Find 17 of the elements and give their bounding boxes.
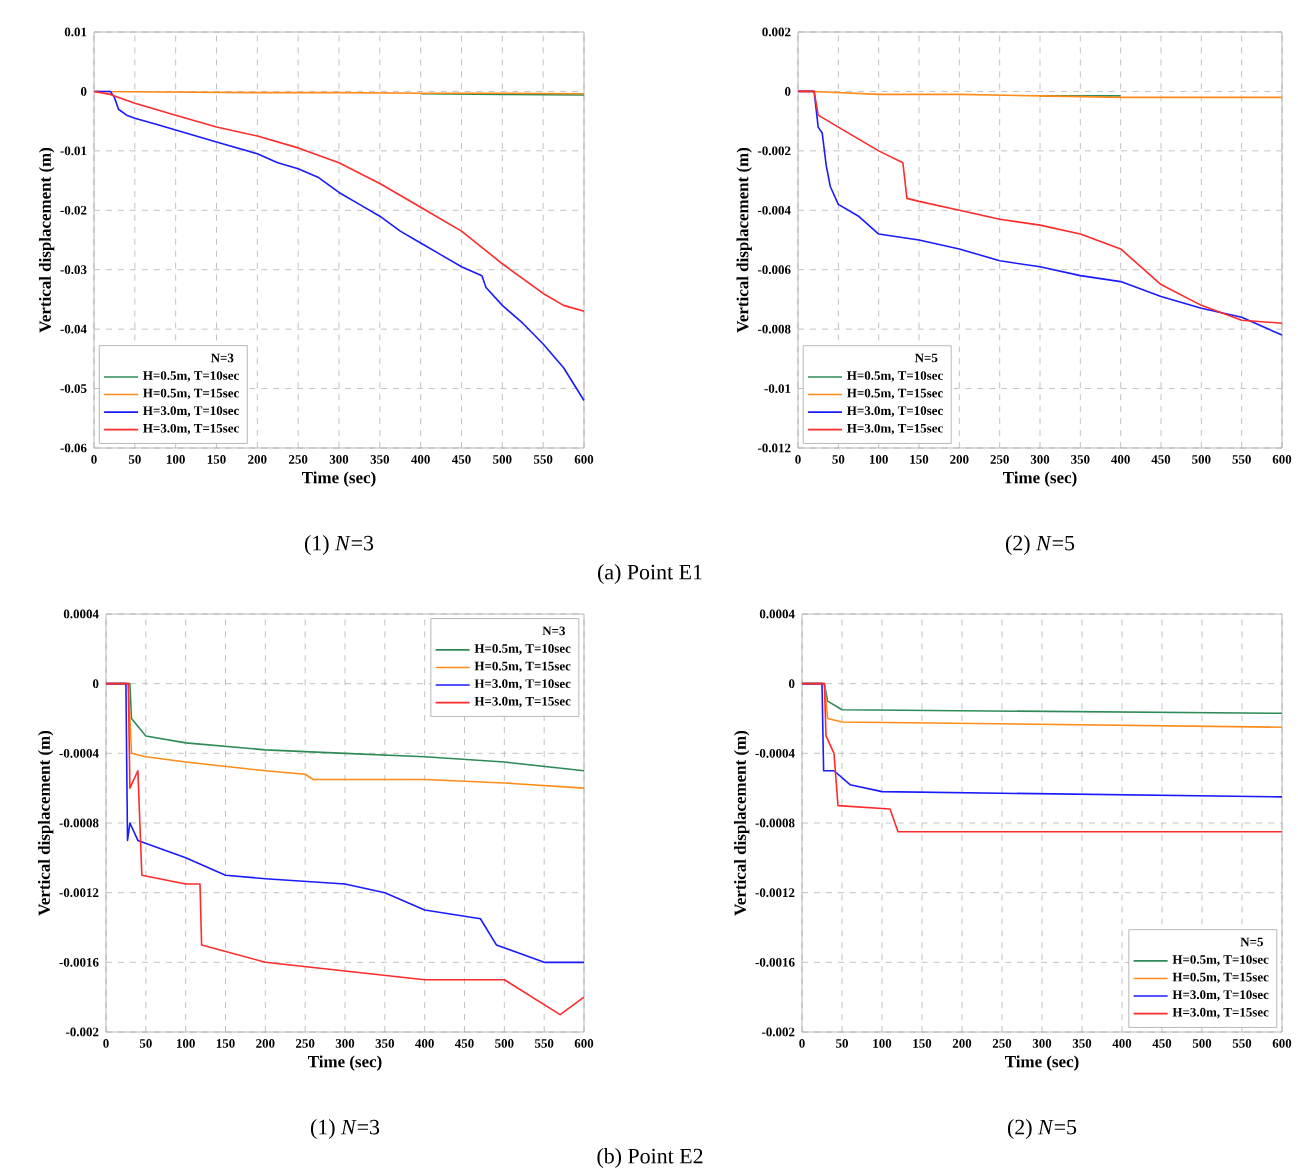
y-axis-title: Vertical displacement (m) (37, 730, 54, 916)
line-series (105, 682, 585, 1016)
line-series (93, 90, 585, 313)
line-series (801, 682, 1283, 833)
text: (1) N=3 (304, 535, 374, 555)
x-axis-title: Time (sec) (1005, 1055, 1079, 1071)
text: (2) N=5 (1007, 1119, 1077, 1139)
text: (a) Point E1 (598, 564, 702, 584)
x-axis-title: Time (sec) (1003, 471, 1077, 487)
text: (b) Point E2 (597, 1148, 703, 1168)
text: (1) N=3 (310, 1119, 380, 1139)
y-axis-title: Vertical displacement (m) (736, 147, 752, 333)
y-axis-title: Vertical displacement (m) (734, 730, 750, 916)
x-axis-title: Time (sec) (308, 1055, 382, 1071)
text: (2) N=5 (1005, 535, 1075, 555)
y-axis-title: Vertical displacement (m) (38, 147, 55, 333)
x-axis-title: Time (sec) (302, 471, 376, 487)
